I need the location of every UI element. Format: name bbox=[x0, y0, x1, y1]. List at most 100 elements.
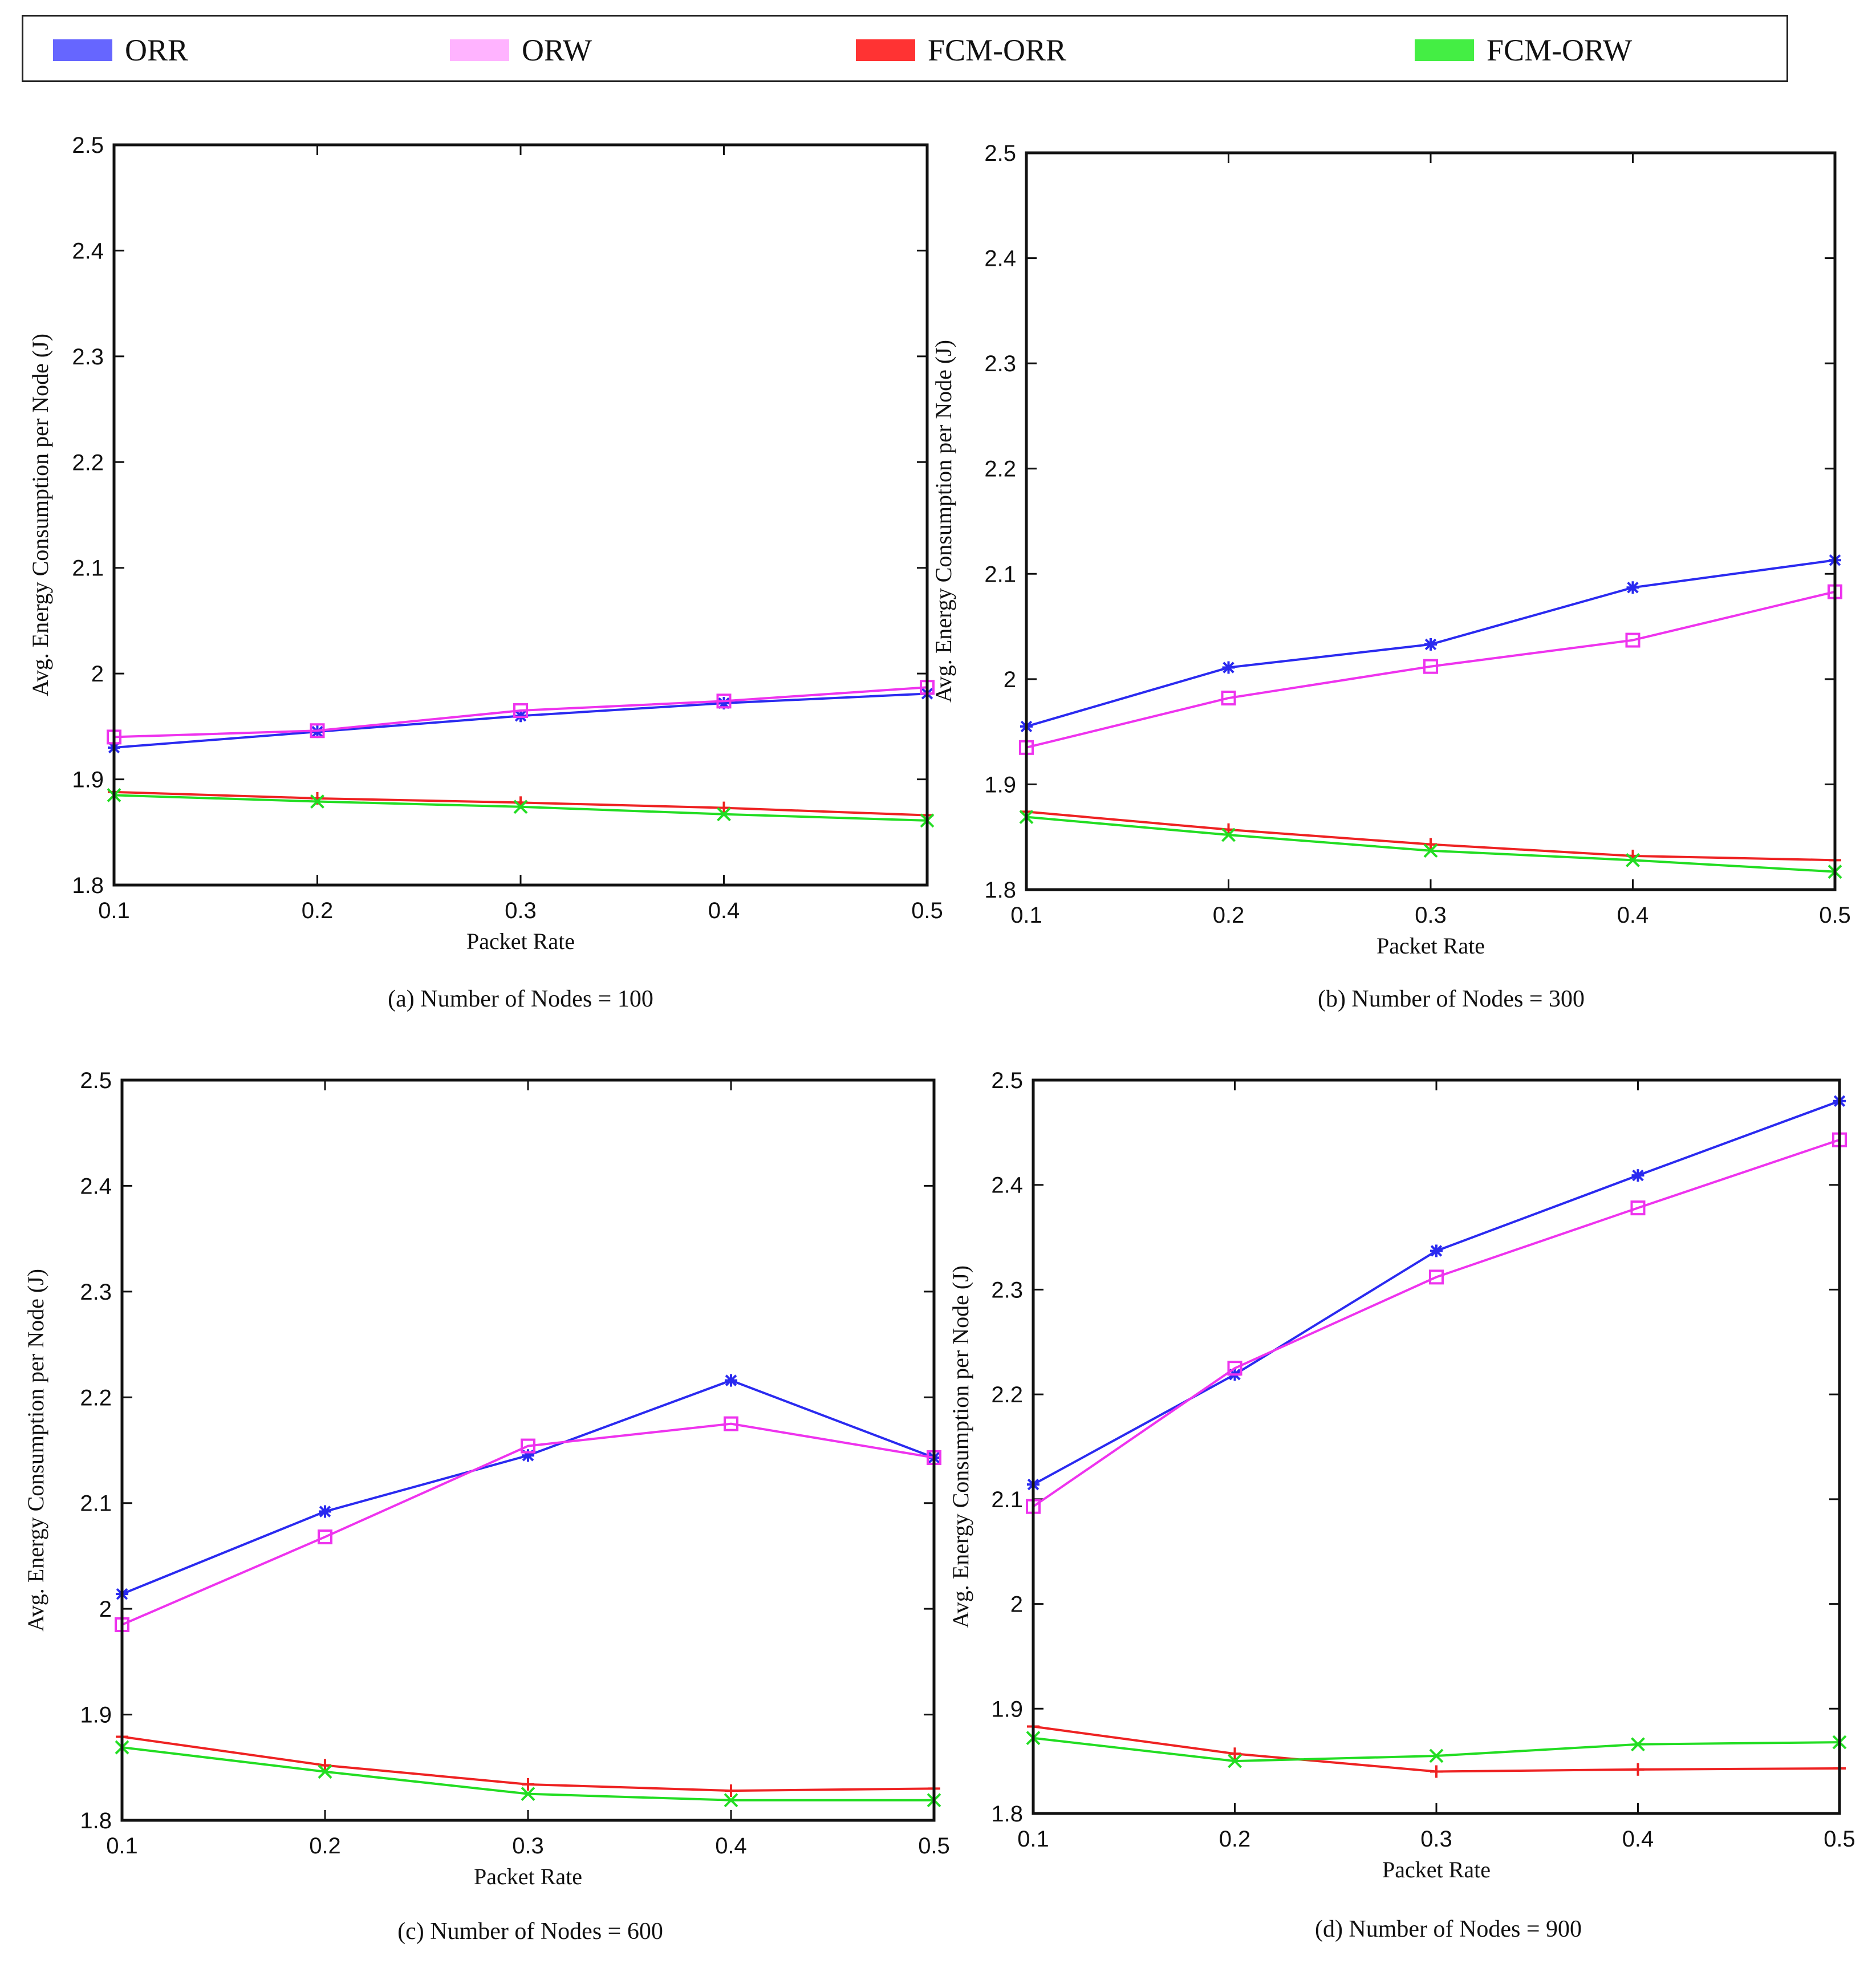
data-point-orr-d2 bbox=[1632, 1169, 1644, 1182]
y-tick-label: 1.8 bbox=[991, 1801, 1023, 1827]
x-tick-label: 0.1 bbox=[1017, 1827, 1049, 1852]
series-line-orw bbox=[1032, 1138, 1840, 1508]
legend-label-orr: ORR bbox=[125, 33, 189, 67]
data-point-fcm-orw-d2 bbox=[1221, 827, 1236, 842]
y-tick-label: 1.8 bbox=[984, 878, 1016, 903]
data-point-fcm-orr bbox=[725, 1784, 737, 1797]
x-axis-label: Packet Rate bbox=[1382, 1857, 1491, 1882]
y-tick-label: 2.1 bbox=[984, 562, 1016, 587]
plot-frame bbox=[1025, 151, 1837, 891]
legend-swatch-fcm-orr bbox=[856, 39, 915, 61]
chart-caption: (d) Number of Nodes = 900 bbox=[1315, 1916, 1582, 1942]
data-point-fcm-orw bbox=[717, 807, 731, 822]
data-point-fcm-orw bbox=[1423, 843, 1438, 858]
chart-caption: (c) Number of Nodes = 600 bbox=[397, 1918, 663, 1945]
x-tick-label: 0.5 bbox=[1819, 903, 1851, 928]
y-tick-label: 2.2 bbox=[80, 1385, 112, 1410]
x-tick-label: 0.3 bbox=[505, 898, 537, 923]
data-point-fcm-orw bbox=[513, 800, 528, 814]
y-tick-label: 2.3 bbox=[991, 1277, 1023, 1303]
legend-item-orw: ORW bbox=[450, 17, 592, 84]
chart-a: 1.8 1.9 2 2.1 2.2 2.3 2.4 2.5 0.1 0.2 0.3 0.4 0.5 Pac… bbox=[27, 133, 943, 1012]
data-point-orw-shape bbox=[716, 693, 732, 709]
data-point-orw-shape bbox=[521, 1438, 535, 1454]
data-point-orr bbox=[1424, 638, 1437, 651]
data-point-fcm-orr bbox=[319, 1759, 331, 1772]
y-tick-label: 2.5 bbox=[80, 1068, 112, 1093]
chart-b: 1.8 1.9 2 2.1 2.2 2.3 2.4 2.5 0.1 0.2 0.3 0.4 0.5 Pac… bbox=[931, 141, 1851, 1012]
y-tick-label: 2.1 bbox=[72, 556, 104, 581]
legend-item-fcm-orr: FCM-ORR bbox=[856, 17, 1066, 84]
x-axis-label: Packet Rate bbox=[466, 928, 575, 954]
data-point-fcm-orw bbox=[521, 1787, 535, 1801]
data-point-orw bbox=[716, 693, 732, 709]
y-tick-label: 1.9 bbox=[80, 1703, 112, 1728]
series-line-fcm-orw bbox=[1033, 1736, 1840, 1763]
x-tick-label: 0.2 bbox=[309, 1833, 341, 1859]
data-point-orr bbox=[319, 1505, 331, 1518]
x-tick-label: 0.1 bbox=[1010, 903, 1042, 928]
y-tick-label: 2.1 bbox=[80, 1491, 112, 1516]
data-point-fcm-orw-d2 bbox=[1429, 1748, 1444, 1763]
data-point-fcm-orw bbox=[1626, 853, 1640, 867]
data-point-fcm-orw bbox=[1429, 1748, 1444, 1763]
data-point-orw bbox=[1227, 1361, 1242, 1376]
data-point-orr-d2 bbox=[725, 1374, 737, 1386]
data-point-fcm-orr bbox=[1631, 1763, 1644, 1776]
y-tick-label: 2.5 bbox=[984, 141, 1016, 166]
data-point-orw-shape bbox=[1625, 632, 1641, 648]
data-point-fcm-orw-d2 bbox=[1228, 1754, 1242, 1768]
legend-label-fcm-orw: FCM-ORW bbox=[1487, 33, 1633, 67]
y-tick-label: 2.3 bbox=[984, 351, 1016, 376]
series-line-fcm-orr bbox=[1033, 1725, 1840, 1773]
series-line-orw bbox=[113, 686, 928, 739]
data-point-fcm-orr bbox=[522, 1778, 534, 1791]
y-tick-label: 1.9 bbox=[984, 772, 1016, 797]
data-point-orw bbox=[1423, 659, 1438, 674]
data-point-fcm-orw-d2 bbox=[1631, 1737, 1645, 1752]
y-tick-label: 2.2 bbox=[72, 450, 104, 475]
chart-d: 1.8 1.9 2 2.1 2.2 2.3 2.4 2.5 0.1 0.2 0.3 0.4 0.5 Pac… bbox=[948, 1068, 1855, 1942]
x-axis-label: Packet Rate bbox=[1376, 933, 1485, 959]
data-point-orw-shape bbox=[1227, 1361, 1242, 1376]
data-point-fcm-orw-d2 bbox=[717, 807, 731, 822]
data-point-orr bbox=[1626, 581, 1639, 594]
data-point-fcm-orr bbox=[1430, 1765, 1443, 1778]
series-line-orw bbox=[1026, 590, 1836, 749]
data-point-orw-shape bbox=[1429, 1269, 1444, 1285]
y-tick-label: 1.9 bbox=[72, 768, 104, 793]
x-tick-label: 0.3 bbox=[1415, 903, 1447, 928]
y-tick-label: 2.1 bbox=[991, 1487, 1023, 1512]
data-point-orr-d2 bbox=[319, 1506, 331, 1517]
data-point-fcm-orw bbox=[724, 1793, 738, 1808]
data-point-orw bbox=[1625, 632, 1641, 648]
data-point-fcm-orw bbox=[1221, 827, 1236, 842]
x-tick-label: 0.2 bbox=[1213, 903, 1245, 928]
data-point-orw bbox=[1221, 691, 1236, 706]
data-point-orr-d2 bbox=[1430, 1245, 1443, 1257]
x-tick-label: 0.4 bbox=[708, 898, 740, 923]
data-point-orr bbox=[725, 1374, 737, 1387]
legend-item-orr: ORR bbox=[53, 17, 188, 84]
x-tick-label: 0.2 bbox=[302, 898, 334, 923]
legend-label-fcm-orr: FCM-ORR bbox=[928, 33, 1067, 67]
legend-label-orw: ORW bbox=[522, 33, 592, 67]
data-point-orw bbox=[521, 1438, 535, 1454]
plot-frame bbox=[112, 143, 929, 887]
y-tick-label: 2.5 bbox=[72, 133, 104, 158]
y-tick-label: 2.4 bbox=[991, 1173, 1023, 1198]
legend-swatch-fcm-orw bbox=[1415, 39, 1474, 61]
data-point-orw bbox=[1429, 1269, 1444, 1285]
data-point-orw-shape bbox=[1221, 691, 1236, 706]
x-tick-label: 0.3 bbox=[1420, 1827, 1452, 1852]
x-tick-label: 0.3 bbox=[512, 1833, 544, 1859]
x-tick-label: 0.4 bbox=[1622, 1827, 1654, 1852]
data-point-fcm-orw-d2 bbox=[318, 1764, 332, 1779]
y-axis-label: Avg. Energy Consumption per Node (J) bbox=[931, 340, 956, 703]
data-point-orw bbox=[318, 1529, 332, 1545]
series-line-fcm-orr bbox=[1026, 810, 1836, 862]
y-axis-label: Avg. Energy Consumption per Node (J) bbox=[27, 334, 53, 696]
x-tick-label: 0.1 bbox=[106, 1833, 138, 1859]
legend-swatch-orr bbox=[53, 39, 112, 61]
